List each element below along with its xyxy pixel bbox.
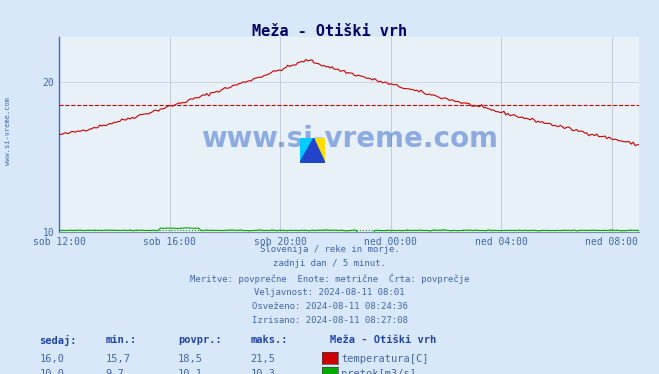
Text: www.si-vreme.com: www.si-vreme.com [201, 125, 498, 153]
Text: 10,3: 10,3 [250, 369, 275, 374]
Text: min.:: min.: [105, 335, 136, 345]
Text: povpr.:: povpr.: [178, 335, 221, 345]
Text: Veljavnost: 2024-08-11 08:01: Veljavnost: 2024-08-11 08:01 [254, 288, 405, 297]
Polygon shape [300, 138, 325, 163]
Text: Meritve: povprečne  Enote: metrične  Črta: povprečje: Meritve: povprečne Enote: metrične Črta:… [190, 273, 469, 284]
Text: 16,0: 16,0 [40, 354, 65, 364]
Text: 18,5: 18,5 [178, 354, 203, 364]
Text: sedaj:: sedaj: [40, 335, 77, 346]
Text: pretok[m3/s]: pretok[m3/s] [341, 369, 416, 374]
Text: Slovenija / reke in morje.: Slovenija / reke in morje. [260, 245, 399, 254]
Text: 9,7: 9,7 [105, 369, 124, 374]
Text: 15,7: 15,7 [105, 354, 130, 364]
Text: 21,5: 21,5 [250, 354, 275, 364]
Text: maks.:: maks.: [250, 335, 288, 345]
Text: Meža - Otiški vrh: Meža - Otiški vrh [252, 24, 407, 39]
Text: 10,0: 10,0 [40, 369, 65, 374]
Text: temperatura[C]: temperatura[C] [341, 354, 429, 364]
Text: Meža - Otiški vrh: Meža - Otiški vrh [330, 335, 436, 345]
Polygon shape [300, 138, 314, 163]
Text: zadnji dan / 5 minut.: zadnji dan / 5 minut. [273, 259, 386, 268]
Text: 10,1: 10,1 [178, 369, 203, 374]
Text: www.si-vreme.com: www.si-vreme.com [5, 97, 11, 165]
Text: Osveženo: 2024-08-11 08:24:36: Osveženo: 2024-08-11 08:24:36 [252, 302, 407, 311]
Text: Izrisano: 2024-08-11 08:27:08: Izrisano: 2024-08-11 08:27:08 [252, 316, 407, 325]
